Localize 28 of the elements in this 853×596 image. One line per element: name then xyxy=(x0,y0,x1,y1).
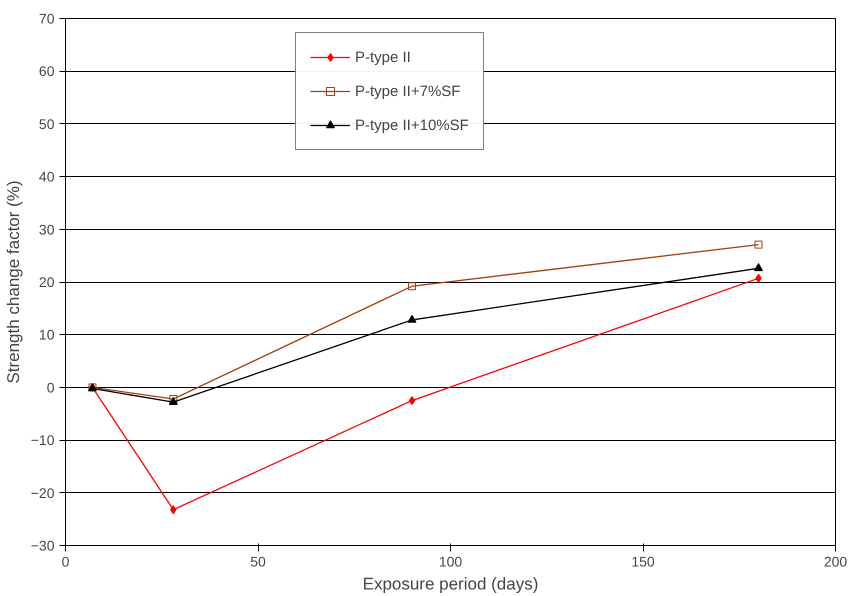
legend-label: P-type II+10%SF xyxy=(355,116,469,134)
x-axis-title: Exposure period (days) xyxy=(362,574,538,594)
y-tick-label: −30 xyxy=(30,538,55,554)
point xyxy=(169,394,178,403)
legend-label: P-type II xyxy=(355,48,411,66)
x-tick-label: 0 xyxy=(62,554,70,570)
x-tick-label: 50 xyxy=(250,554,266,570)
y-tick-label: 60 xyxy=(38,63,55,80)
y-tick-label: 0 xyxy=(46,379,55,396)
y-tick-label: 30 xyxy=(38,221,55,238)
point xyxy=(754,263,763,272)
y-axis-title: Strength change factor (%) xyxy=(4,180,23,384)
point xyxy=(755,274,762,283)
legend-label: P-type II+7%SF xyxy=(355,82,460,100)
x-tick-label: 100 xyxy=(438,554,462,570)
y-tick-label: 20 xyxy=(38,274,55,290)
y-tick-label: −10 xyxy=(30,432,55,448)
x-tick-label: 200 xyxy=(824,554,848,570)
y-tick-label: 70 xyxy=(38,10,55,26)
x-tick-label: 150 xyxy=(631,554,655,570)
point xyxy=(408,282,416,290)
y-tick-label: 40 xyxy=(38,168,55,185)
y-tick-label: −20 xyxy=(30,484,55,501)
y-tick-label: 10 xyxy=(38,326,55,343)
point xyxy=(754,240,762,249)
point xyxy=(408,396,416,406)
point xyxy=(408,314,416,323)
y-tick-label: 50 xyxy=(38,116,55,132)
